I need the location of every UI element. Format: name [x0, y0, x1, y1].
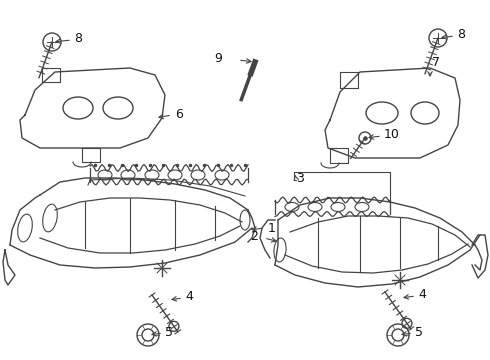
Text: 8: 8: [457, 28, 465, 41]
Text: 7: 7: [432, 55, 440, 68]
Text: 4: 4: [418, 288, 426, 302]
Text: 1: 1: [268, 221, 276, 234]
Text: 2: 2: [250, 230, 258, 243]
Text: 8: 8: [74, 32, 82, 45]
Text: 5: 5: [415, 325, 423, 338]
Text: 6: 6: [175, 108, 183, 121]
Text: 10: 10: [384, 129, 400, 141]
Text: 3: 3: [296, 171, 304, 184]
Text: 9: 9: [214, 53, 222, 66]
Text: 5: 5: [165, 325, 173, 338]
Text: 4: 4: [185, 291, 193, 303]
